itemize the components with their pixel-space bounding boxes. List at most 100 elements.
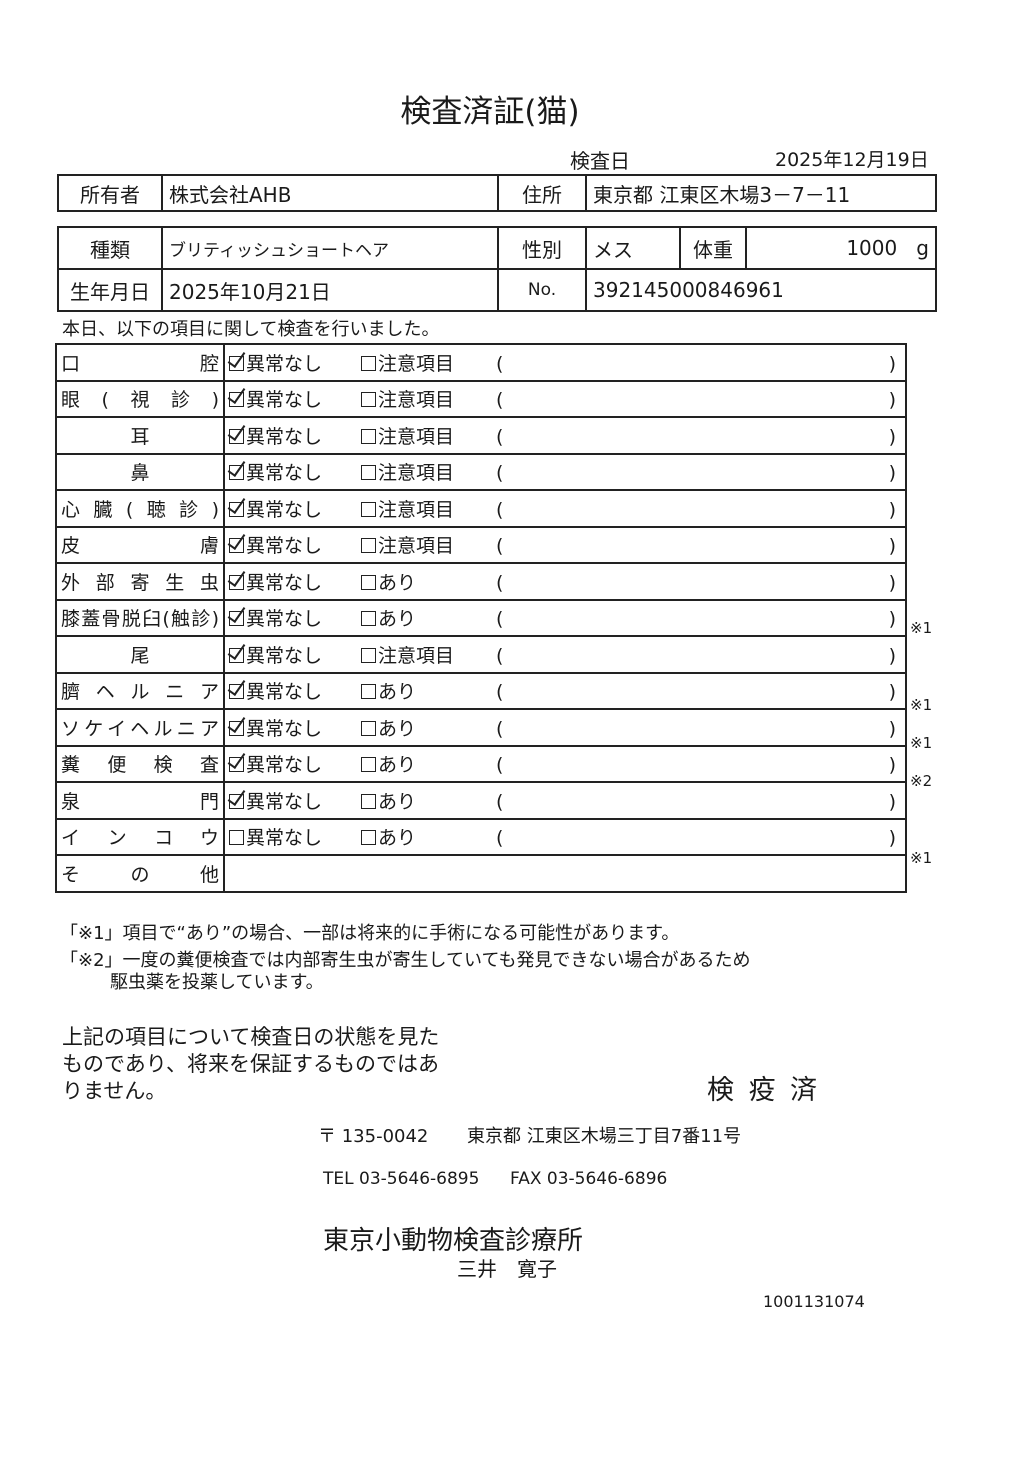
- paren-open: (: [496, 790, 504, 813]
- weight-label: 体重: [679, 226, 747, 270]
- clinic-name: 東京小動物検査診療所: [323, 1226, 584, 1256]
- item-label: その他: [55, 854, 225, 893]
- paren-close: ): [888, 535, 896, 558]
- remarks-field[interactable]: (): [496, 353, 896, 375]
- alt-label: あり: [378, 571, 417, 594]
- footnote-1: 「※1」項目で“あり”の場合、一部は将来的に手術になる可能性があります。: [60, 923, 680, 944]
- alt-checkbox[interactable]: [361, 611, 376, 627]
- remarks-field[interactable]: (): [496, 754, 896, 776]
- remarks-field[interactable]: (): [496, 645, 896, 667]
- paren-close: ): [888, 717, 896, 740]
- normal-checkbox[interactable]: [229, 392, 244, 408]
- checklist-row: 臍ヘルニア 異常なし あり (): [55, 671, 907, 710]
- alt-checkbox[interactable]: [361, 355, 376, 371]
- normal-checkbox[interactable]: [229, 684, 244, 700]
- normal-checkbox[interactable]: [229, 647, 244, 663]
- paren-close: ): [888, 352, 896, 375]
- quarantine-stamp: 検 疫 済: [707, 1075, 821, 1106]
- remarks-field[interactable]: (): [496, 718, 896, 740]
- alt-checkbox[interactable]: [361, 647, 376, 663]
- alt-checkbox[interactable]: [361, 720, 376, 736]
- normal-checkbox[interactable]: [229, 574, 244, 590]
- paren-open: (: [496, 717, 504, 740]
- paren-close: ): [888, 644, 896, 667]
- normal-label: 異常なし: [246, 462, 323, 485]
- item-label: 心臓(聴診): [55, 489, 225, 528]
- normal-checkbox[interactable]: [229, 720, 244, 736]
- alt-checkbox[interactable]: [361, 793, 376, 809]
- paren-close: ): [888, 498, 896, 521]
- checklist-row: 口腔 異常なし 注意項目 (): [55, 343, 907, 382]
- normal-checkbox[interactable]: [229, 793, 244, 809]
- normal-checkbox[interactable]: [229, 465, 244, 481]
- animal-table: 種類 ブリティッシュショートヘア 性別 メス 体重 1000 g 生年月日 20…: [57, 226, 937, 312]
- checklist-row: 膝蓋骨脱臼(触診) 異常なし あり (): [55, 598, 907, 637]
- normal-checkbox[interactable]: [229, 428, 244, 444]
- alt-checkbox[interactable]: [361, 428, 376, 444]
- item-label: 糞便検査: [55, 744, 225, 783]
- paren-close: ): [888, 681, 896, 704]
- postal-code: 〒 135-0042: [318, 1126, 429, 1147]
- paren-open: (: [496, 571, 504, 594]
- item-label: 膝蓋骨脱臼(触診): [55, 598, 225, 637]
- alt-label: 注意項目: [378, 644, 455, 667]
- remarks-field[interactable]: (): [496, 681, 896, 703]
- clinic-address: 東京都 江東区木場三丁目7番11号: [467, 1126, 742, 1147]
- alt-checkbox[interactable]: [361, 574, 376, 590]
- item-label: 皮膚: [55, 525, 225, 564]
- item-label: ソケイヘルニア: [55, 708, 225, 747]
- alt-label: 注意項目: [378, 389, 455, 412]
- other-field[interactable]: [223, 854, 907, 893]
- item-label: インコウ: [55, 817, 225, 856]
- paren-close: ): [888, 827, 896, 850]
- paren-open: (: [496, 535, 504, 558]
- normal-checkbox[interactable]: [229, 611, 244, 627]
- alt-checkbox[interactable]: [361, 501, 376, 517]
- remarks-field[interactable]: (): [496, 499, 896, 521]
- alt-checkbox[interactable]: [361, 392, 376, 408]
- remarks-field[interactable]: (): [496, 462, 896, 484]
- normal-label: 異常なし: [246, 827, 323, 850]
- weight-unit: g: [916, 236, 929, 260]
- alt-label: あり: [378, 827, 417, 850]
- footnote-2-cont: 駆虫薬を投薬しています。: [110, 972, 324, 993]
- exam-checklist: 口腔 異常なし 注意項目() 眼(視診) 異常なし 注意項目() 耳 異常なし 注意項目(…: [55, 343, 907, 893]
- remarks-field[interactable]: (): [496, 791, 896, 813]
- normal-checkbox[interactable]: [229, 501, 244, 517]
- alt-checkbox[interactable]: [361, 684, 376, 700]
- breed-value: ブリティッシュショートヘア: [161, 226, 499, 270]
- normal-label: 異常なし: [246, 754, 323, 777]
- remarks-field[interactable]: (): [496, 535, 896, 557]
- checklist-row: インコウ 異常なし あり (): [55, 817, 907, 856]
- normal-label: 異常なし: [246, 644, 323, 667]
- alt-checkbox[interactable]: [361, 465, 376, 481]
- alt-label: 注意項目: [378, 462, 455, 485]
- normal-checkbox[interactable]: [229, 538, 244, 554]
- alt-checkbox[interactable]: [361, 830, 376, 846]
- normal-label: 異常なし: [246, 389, 323, 412]
- paren-open: (: [496, 425, 504, 448]
- normal-checkbox[interactable]: [229, 830, 244, 846]
- paren-close: ): [888, 571, 896, 594]
- normal-checkbox[interactable]: [229, 757, 244, 773]
- remarks-field[interactable]: (): [496, 572, 896, 594]
- item-label: 鼻: [55, 452, 225, 491]
- alt-checkbox[interactable]: [361, 538, 376, 554]
- paren-open: (: [496, 462, 504, 485]
- alt-label: あり: [378, 681, 417, 704]
- remarks-field[interactable]: (): [496, 608, 896, 630]
- document-title: 検査済証(猫): [400, 94, 580, 130]
- alt-label: あり: [378, 608, 417, 631]
- exam-date-label: 検査日: [570, 149, 630, 173]
- address-label: 住所: [497, 174, 587, 212]
- paren-open: (: [496, 389, 504, 412]
- checklist-row: 糞便検査 異常なし あり (): [55, 744, 907, 783]
- remarks-field[interactable]: (): [496, 426, 896, 448]
- normal-checkbox[interactable]: [229, 355, 244, 371]
- normal-label: 異常なし: [246, 498, 323, 521]
- remarks-field[interactable]: (): [496, 389, 896, 411]
- remarks-field[interactable]: (): [496, 827, 896, 849]
- address-value: 東京都 江東区木場3－7－11: [585, 174, 937, 212]
- alt-checkbox[interactable]: [361, 757, 376, 773]
- owner-value: 株式会社AHB: [161, 174, 499, 212]
